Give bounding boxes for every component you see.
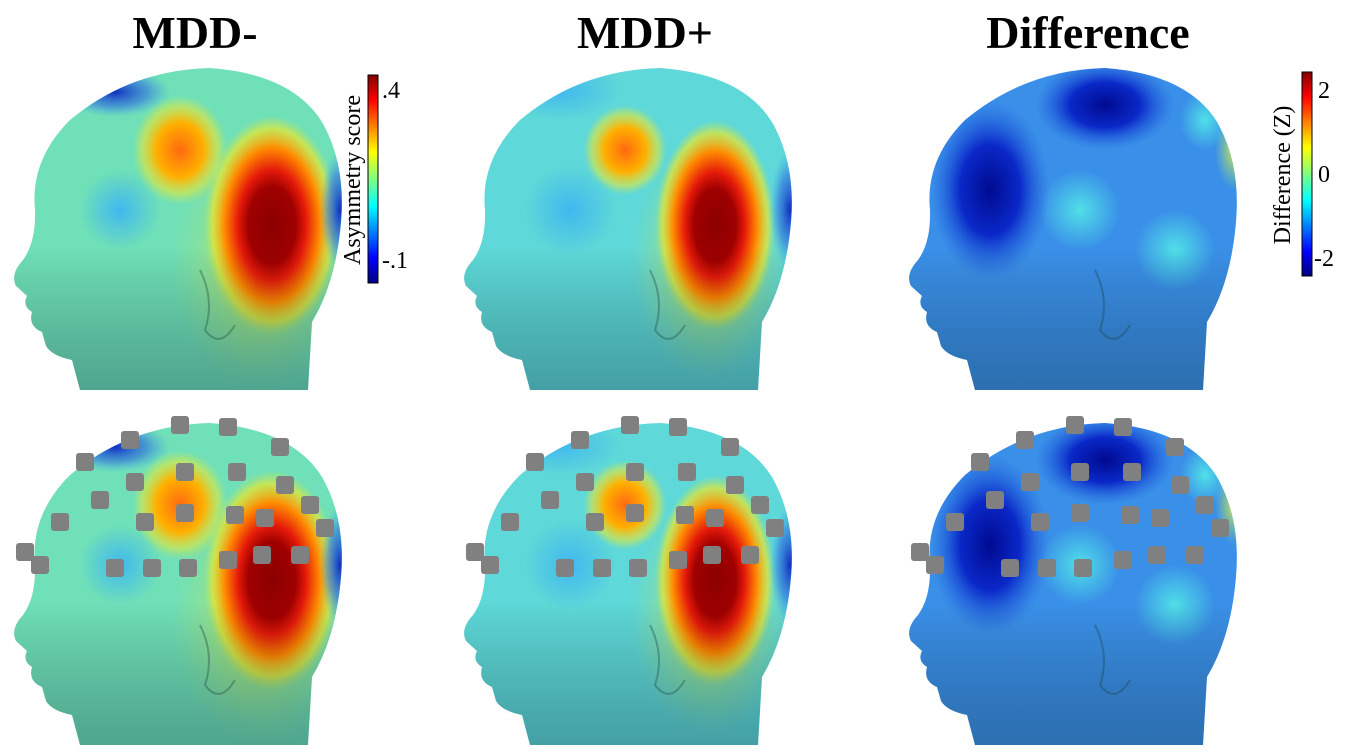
electrode [501,513,519,531]
electrode [1066,416,1084,434]
electrode [726,476,744,494]
panel-title: MDD- [132,7,257,58]
electrode [751,496,769,514]
colorbar-tick: -.1 [382,248,408,274]
colorbar-label: Asymmetry score [340,95,366,265]
electrode [971,453,989,471]
colorbar-tick: 2 [1318,78,1330,104]
head-surface [460,60,810,400]
electrode [1166,438,1184,456]
electrode [91,491,109,509]
electrode [1031,513,1049,531]
electrode [571,431,589,449]
electrode [316,519,334,537]
electrode [626,504,644,522]
electrode [1071,463,1089,481]
electrode [121,431,139,449]
electrode [1186,546,1204,564]
head-surface [10,60,360,400]
electrode [1171,476,1189,494]
electrode [621,416,639,434]
electrode [31,556,49,574]
electrode [228,463,246,481]
electrode [1196,496,1214,514]
colorbar: .4 -.1 Asymmetry score [340,75,408,283]
head-map [905,60,1255,400]
electrode [301,496,319,514]
electrode [1114,551,1132,569]
electrode [176,463,194,481]
electrode [669,551,687,569]
head-map [10,60,360,400]
electrode [946,513,964,531]
electrode [1074,559,1092,577]
electrode [626,463,644,481]
colorbar: 2 0 -2 Difference (Z) [1270,72,1334,276]
electrode [143,559,161,577]
head-map [10,415,360,754]
electrode [678,463,696,481]
electrode [171,416,189,434]
panel-title: Difference [986,7,1189,58]
electrode [1211,519,1229,537]
head-shading [905,60,1245,400]
colorbar-tick: .4 [382,78,400,104]
colorbar-tick: 0 [1318,162,1330,188]
electrode [986,491,1004,509]
electrode [526,453,544,471]
electrode [253,546,271,564]
electrode [1038,559,1056,577]
electrode [51,513,69,531]
electrode [256,509,274,527]
electrode [106,559,124,577]
electrode [226,506,244,524]
electrode [1114,418,1132,436]
electrode [926,556,944,574]
page: MDD- MDD+ Difference .4 -.1 Asymmetry sc… [0,0,1362,754]
electrode [1001,559,1019,577]
electrode [271,438,289,456]
electrode [136,513,154,531]
electrode [291,546,309,564]
electrode [676,506,694,524]
head-surface [905,60,1255,400]
electrode [1123,463,1141,481]
electrode [766,519,784,537]
electrode [629,559,647,577]
electrode [126,473,144,491]
electrode [76,453,94,471]
head-map [460,60,810,400]
head-shading [10,60,350,400]
colorbar-tick: -2 [1314,246,1334,272]
electrode [276,476,294,494]
electrode [1121,506,1139,524]
electrode [741,546,759,564]
electrode [1016,431,1034,449]
head-shading [460,60,800,400]
electrode [721,438,739,456]
electrode [1148,546,1166,564]
colorbar-label: Difference (Z) [1270,106,1296,245]
electrode [481,556,499,574]
electrode [541,491,559,509]
electrode [1151,509,1169,527]
figure: MDD- MDD+ Difference .4 -.1 Asymmetry sc… [0,0,1362,754]
electrode [669,418,687,436]
electrode [576,473,594,491]
head-map [460,415,810,754]
electrode [706,509,724,527]
electrode [219,418,237,436]
head-map [905,415,1255,754]
electrode [1071,504,1089,522]
electrode [219,551,237,569]
electrode [176,504,194,522]
electrode [1021,473,1039,491]
electrode [556,559,574,577]
panel-title: MDD+ [577,7,713,58]
electrode [593,559,611,577]
electrode [703,546,721,564]
electrode [586,513,604,531]
electrode [179,559,197,577]
